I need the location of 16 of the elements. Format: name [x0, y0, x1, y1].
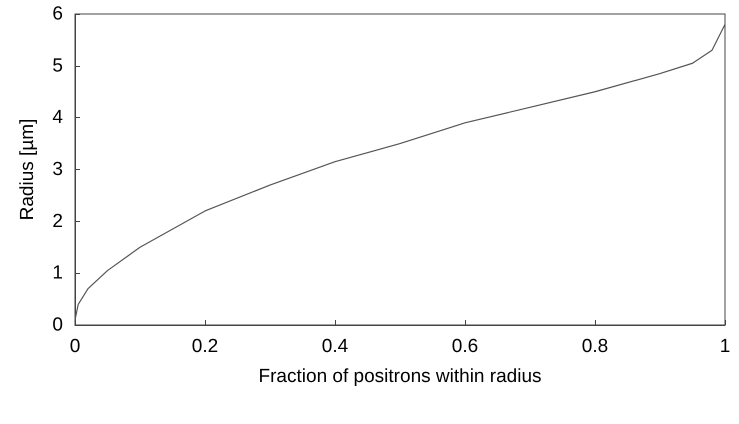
x-tick-label: 1: [720, 336, 730, 357]
x-tick-label: 0.4: [322, 336, 349, 357]
y-tick-label: 6: [52, 4, 63, 24]
y-axis-title: Radius [µm]: [17, 118, 38, 220]
x-tick-label: 0.8: [582, 336, 608, 357]
x-tick-label: 0: [70, 336, 80, 357]
y-tick-label: 4: [52, 107, 64, 128]
y-tick-label: 1: [52, 262, 63, 284]
y-tick-label: 3: [52, 159, 63, 180]
y-tick-label: 2: [52, 210, 63, 232]
y-tick-label: 5: [52, 55, 63, 76]
y-tick-label: 0: [52, 314, 63, 336]
x-tick-label: 0.6: [452, 336, 478, 357]
line-series: [74, 24, 726, 320]
x-axis-title: Fraction of positrons within radius: [258, 366, 542, 387]
x-tick-label: 0.2: [192, 336, 218, 357]
